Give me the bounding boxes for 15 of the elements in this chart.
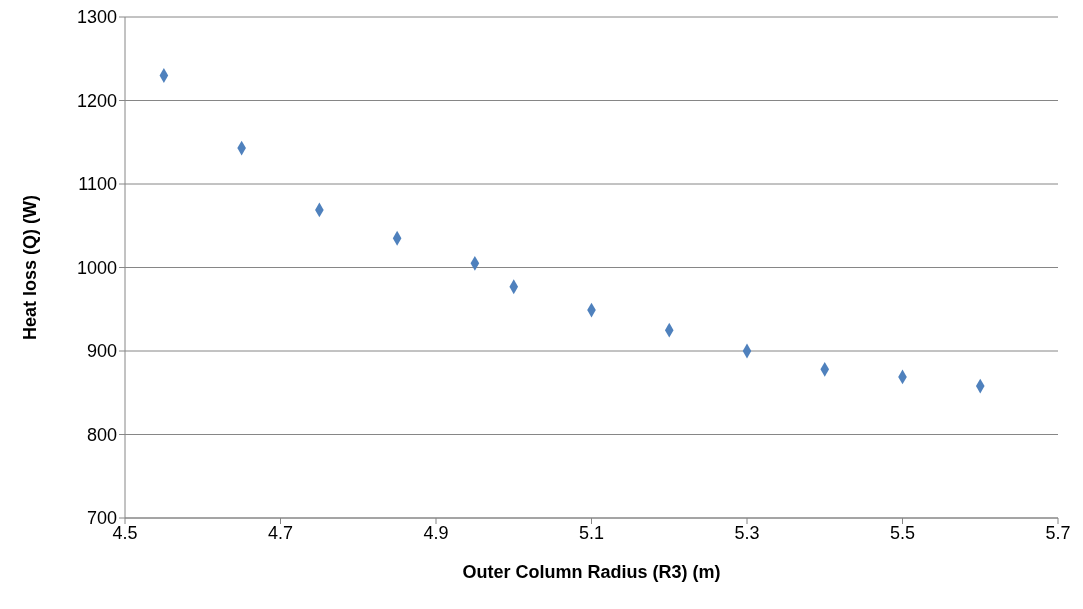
x-tick-label: 4.9	[423, 522, 449, 543]
x-tick-label: 5.5	[889, 522, 916, 543]
x-tick-label: 4.7	[267, 522, 294, 543]
x-tick-label: 5.7	[1045, 522, 1071, 543]
y-tick-label: 900	[86, 341, 117, 362]
y-tick-label: 800	[86, 424, 117, 445]
y-tick-label: 1000	[76, 257, 117, 278]
y-axis-title: Heat loss (Q) (W)	[20, 194, 41, 341]
y-tick-label: 1200	[76, 90, 117, 111]
y-tick-label: 1100	[78, 174, 117, 195]
y-tick-label: 700	[86, 508, 117, 529]
x-axis-title: Outer Column Radius (R3) (m)	[462, 562, 721, 582]
x-tick-label: 5.1	[578, 522, 605, 543]
x-tick-label: 5.3	[734, 522, 760, 543]
y-tick-label: 1300	[76, 7, 117, 28]
